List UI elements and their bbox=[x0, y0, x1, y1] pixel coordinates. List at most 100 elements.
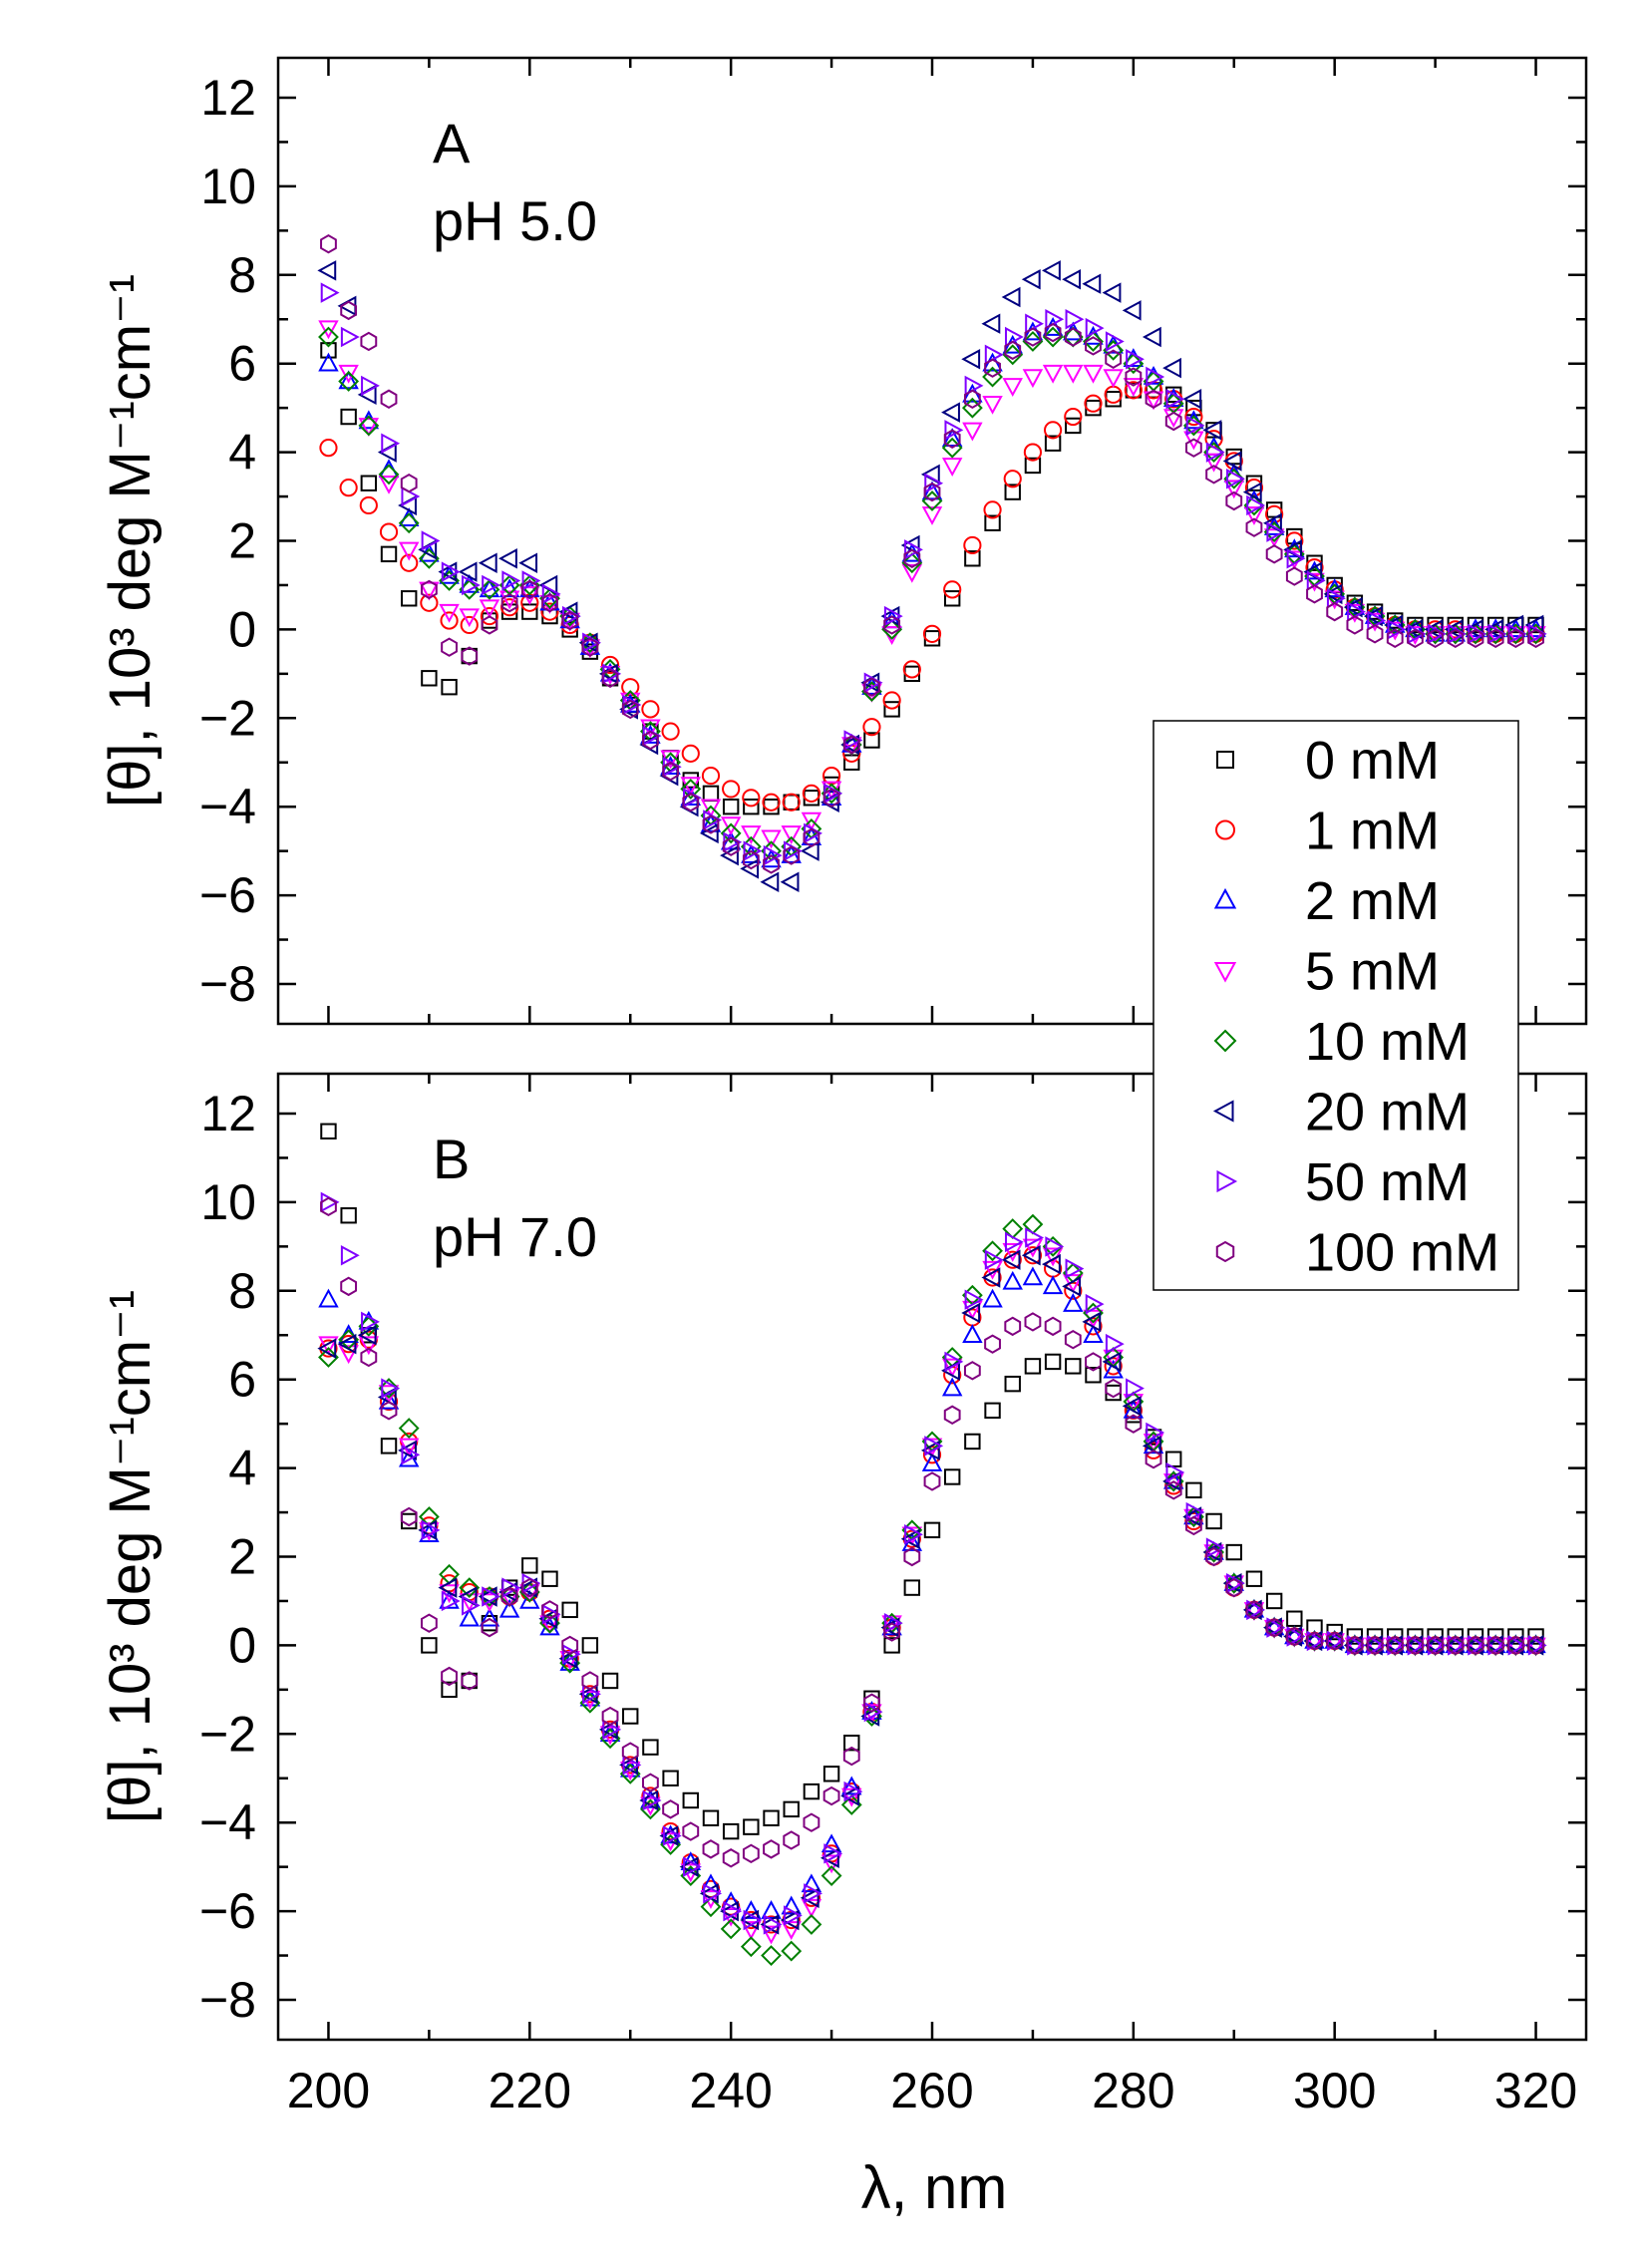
data-point bbox=[1062, 1276, 1082, 1297]
data-point bbox=[883, 1612, 903, 1634]
y-tick-label: 4 bbox=[228, 425, 256, 481]
data-point bbox=[378, 464, 400, 486]
data-point bbox=[1022, 331, 1044, 352]
data-point bbox=[1004, 1231, 1024, 1253]
data-point bbox=[862, 718, 881, 737]
data-point bbox=[762, 793, 781, 811]
data-point bbox=[1143, 391, 1164, 411]
data-point bbox=[761, 829, 782, 849]
data-point bbox=[760, 871, 780, 892]
data-point bbox=[662, 1799, 680, 1819]
data-point bbox=[662, 761, 680, 782]
data-point bbox=[581, 1637, 599, 1654]
data-point bbox=[478, 1586, 497, 1607]
y-tick-label: −2 bbox=[199, 690, 256, 746]
data-point bbox=[1042, 260, 1061, 281]
y-tick-label: 2 bbox=[228, 1529, 256, 1585]
data-point bbox=[1102, 282, 1122, 303]
data-point bbox=[742, 1843, 760, 1864]
data-point bbox=[500, 593, 518, 613]
data-point bbox=[1202, 420, 1222, 441]
data-point bbox=[720, 1918, 742, 1940]
data-point bbox=[1306, 584, 1323, 604]
data-point bbox=[400, 553, 419, 572]
x-tick-label: 300 bbox=[1293, 2063, 1376, 2118]
panels: −8 −6 −4 −2 0 2 4 6 8 10 12 [θ], 10³ deg M⁻¹cm⁻¹ ApH… bbox=[98, 56, 1588, 2118]
data-point bbox=[600, 655, 620, 675]
data-point bbox=[1223, 480, 1244, 499]
data-point bbox=[481, 615, 498, 635]
data-point bbox=[822, 788, 840, 809]
data-point bbox=[1344, 1637, 1366, 1657]
data-point bbox=[317, 260, 337, 281]
data-point bbox=[1285, 1626, 1303, 1647]
data-point bbox=[419, 581, 440, 601]
data-point bbox=[481, 1617, 498, 1638]
data-point bbox=[803, 1812, 821, 1832]
x-tick-label: 320 bbox=[1494, 2063, 1577, 2118]
data-point bbox=[743, 1818, 760, 1835]
data-point bbox=[1183, 431, 1204, 451]
data-point bbox=[1346, 1635, 1364, 1656]
data-point bbox=[1142, 326, 1161, 348]
data-point bbox=[479, 1607, 500, 1627]
data-point bbox=[963, 1361, 981, 1381]
data-point bbox=[318, 320, 339, 340]
data-point bbox=[1265, 1592, 1283, 1610]
data-point bbox=[761, 1945, 782, 1966]
data-point bbox=[1486, 1635, 1504, 1656]
data-point bbox=[541, 593, 558, 613]
series-50-mm bbox=[320, 1191, 1547, 1935]
data-point bbox=[1445, 1634, 1467, 1654]
data-point bbox=[1024, 327, 1042, 347]
data-point bbox=[621, 1742, 639, 1762]
data-point bbox=[1243, 1598, 1265, 1618]
data-point bbox=[401, 486, 421, 507]
data-point bbox=[338, 370, 359, 390]
data-point bbox=[982, 1240, 1003, 1262]
x-tick-label: 280 bbox=[1092, 2063, 1174, 2118]
data-point bbox=[519, 1589, 540, 1609]
data-point bbox=[1225, 490, 1243, 511]
data-point bbox=[901, 563, 923, 583]
data-point bbox=[1506, 1635, 1524, 1656]
data-point bbox=[944, 420, 964, 441]
legend-marker-square-icon bbox=[1216, 751, 1234, 769]
data-point bbox=[1164, 1480, 1182, 1500]
data-point bbox=[1427, 628, 1445, 648]
y-tick-label: −6 bbox=[199, 1883, 256, 1939]
data-point bbox=[1064, 1329, 1082, 1350]
data-point bbox=[1146, 1422, 1165, 1444]
data-point bbox=[318, 326, 339, 348]
data-point bbox=[540, 602, 559, 621]
data-point bbox=[742, 849, 760, 870]
y-tick-label: 2 bbox=[228, 513, 256, 569]
data-point bbox=[320, 1196, 337, 1217]
data-point bbox=[962, 422, 983, 442]
data-point bbox=[1105, 1333, 1125, 1355]
data-point bbox=[924, 1436, 944, 1457]
data-point bbox=[682, 793, 700, 812]
data-point bbox=[720, 1907, 742, 1927]
data-point bbox=[943, 1468, 961, 1485]
data-point bbox=[781, 825, 802, 844]
data-point bbox=[1467, 628, 1484, 648]
legend-item: 10 mM bbox=[1213, 1012, 1470, 1072]
data-point bbox=[459, 608, 480, 628]
y-tick-label: 8 bbox=[228, 247, 256, 303]
data-point bbox=[1447, 1635, 1465, 1656]
data-point bbox=[720, 816, 742, 836]
data-point bbox=[783, 1905, 803, 1926]
data-point bbox=[459, 1577, 481, 1599]
legend-marker-triangle-up-icon bbox=[1213, 887, 1237, 909]
data-point bbox=[1447, 628, 1465, 648]
data-point bbox=[1123, 378, 1145, 398]
y-tick-label: 0 bbox=[228, 601, 256, 657]
data-point bbox=[860, 1706, 880, 1727]
data-point bbox=[1083, 364, 1104, 384]
data-point bbox=[823, 1843, 843, 1864]
data-point bbox=[598, 1719, 618, 1741]
data-point bbox=[840, 1785, 860, 1806]
data-point bbox=[1484, 1634, 1506, 1654]
data-point bbox=[1245, 1600, 1263, 1620]
